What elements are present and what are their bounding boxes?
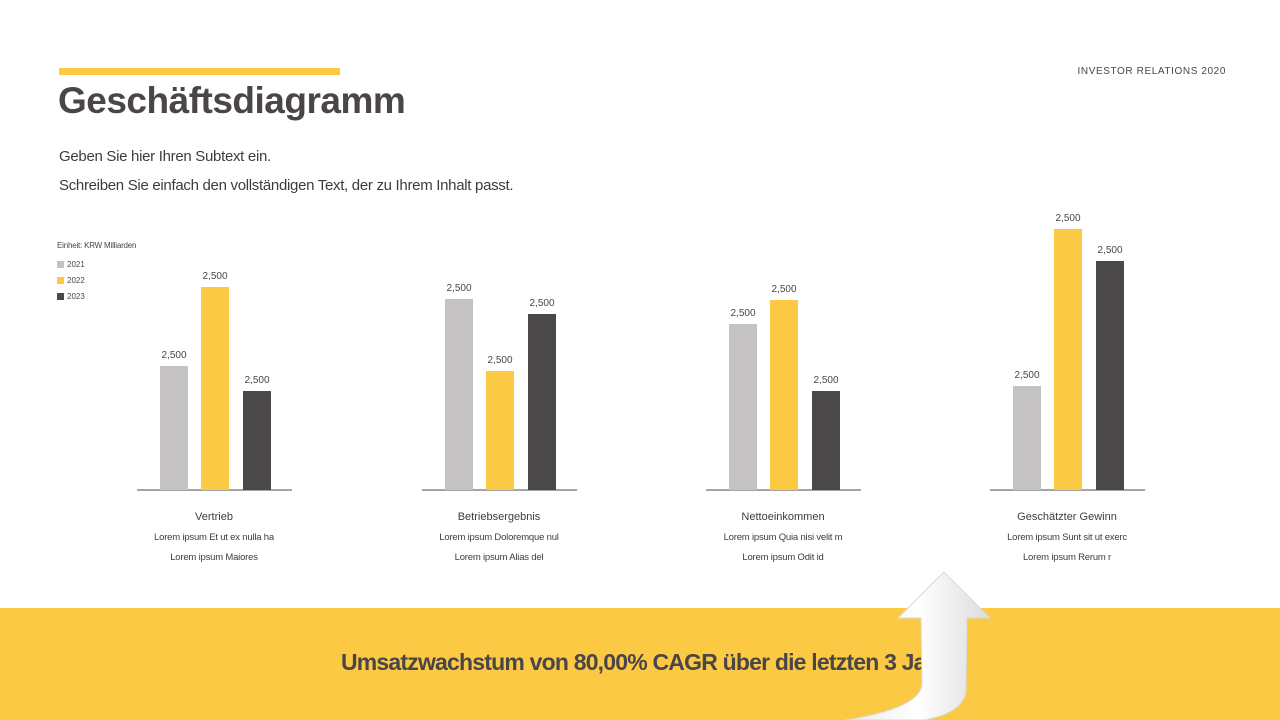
bar-value-label: 2,500 <box>813 375 838 386</box>
bar-value-label: 2,500 <box>202 271 227 282</box>
category-desc-1: Lorem ipsum Quia nisi velit m <box>723 532 843 543</box>
legend-item-2021: 2021 <box>57 256 136 272</box>
subtitle-line-2: Schreiben Sie einfach den vollständigen … <box>59 177 514 194</box>
page-title: Geschäftsdiagramm <box>58 80 406 121</box>
bar-2021 <box>160 366 188 490</box>
category-desc-1: Lorem ipsum Sunt sit ut exerc <box>1007 532 1127 543</box>
bar-2023 <box>812 391 840 490</box>
bar-value-label: 2,500 <box>1055 213 1080 224</box>
group-labels-geschaetzter-gewinn: Geschätzter Gewinn Lorem ipsum Sunt sit … <box>967 508 1167 568</box>
category-desc-2: Lorem ipsum Alias del <box>454 552 544 563</box>
group-labels-nettoeinkommen: Nettoeinkommen Lorem ipsum Quia nisi vel… <box>683 508 883 568</box>
bar-value-label: 2,500 <box>1097 245 1122 256</box>
bar-value-label: 2,500 <box>771 284 796 295</box>
category-desc-1: Lorem ipsum Doloremque nul <box>439 532 559 543</box>
legend-unit: Einheit: KRW Milliarden <box>57 241 137 250</box>
footer-banner <box>0 608 1280 720</box>
subtitle-line-1: Geben Sie hier Ihren Subtext ein. <box>59 148 271 165</box>
bar-2022 <box>201 287 229 490</box>
bar-value-label: 2,500 <box>161 350 186 361</box>
bar-2023 <box>528 314 556 490</box>
footer-headline: Umsatzwachstum von 80,00% CAGR über die … <box>340 649 960 675</box>
bar-2023 <box>1096 261 1124 490</box>
bar-2023 <box>243 391 271 490</box>
bar-2021 <box>729 324 757 490</box>
bar-2022 <box>486 371 514 490</box>
bar-2021 <box>445 299 473 490</box>
title-accent-bar <box>59 68 340 75</box>
bar-2022 <box>1054 229 1082 490</box>
legend-item-2023: 2023 <box>57 288 136 304</box>
category-label: Betriebsergebnis <box>457 511 541 523</box>
legend-label-2022: 2022 <box>67 275 85 285</box>
legend-label-2023: 2023 <box>67 291 85 301</box>
group-labels-vertrieb: Vertrieb Lorem ipsum Et ut ex nulla ha L… <box>114 508 314 568</box>
category-desc-1: Lorem ipsum Et ut ex nulla ha <box>154 532 274 543</box>
category-desc-2: Lorem ipsum Odit id <box>742 552 824 563</box>
bar-value-label: 2,500 <box>487 355 512 366</box>
category-label: Nettoeinkommen <box>741 511 825 523</box>
bar-value-label: 2,500 <box>446 283 471 294</box>
category-desc-2: Lorem ipsum Rerum r <box>1022 552 1112 563</box>
bar-value-label: 2,500 <box>730 308 755 319</box>
bar-value-label: 2,500 <box>1014 370 1039 381</box>
legend-swatch-2021 <box>57 260 64 268</box>
legend-label-2021: 2021 <box>67 259 85 269</box>
group-labels-betriebsergebnis: Betriebsergebnis Lorem ipsum Doloremque … <box>399 508 599 568</box>
chart-legend: Einheit: KRW Milliarden 2021 2022 2023 <box>57 241 136 304</box>
legend-swatch-2022 <box>57 276 64 284</box>
bar-value-label: 2,500 <box>244 375 269 386</box>
category-desc-2: Lorem ipsum Maiores <box>170 552 258 563</box>
bar-value-label: 2,500 <box>529 298 554 309</box>
legend-item-2022: 2022 <box>57 272 136 288</box>
section-label: INVESTOR RELATIONS 2020 <box>1077 66 1226 77</box>
legend-swatch-2023 <box>57 292 64 300</box>
category-label: Vertrieb <box>195 511 233 523</box>
category-label: Geschätzter Gewinn <box>1017 511 1117 523</box>
bar-2022 <box>770 300 798 490</box>
bar-2021 <box>1013 386 1041 490</box>
